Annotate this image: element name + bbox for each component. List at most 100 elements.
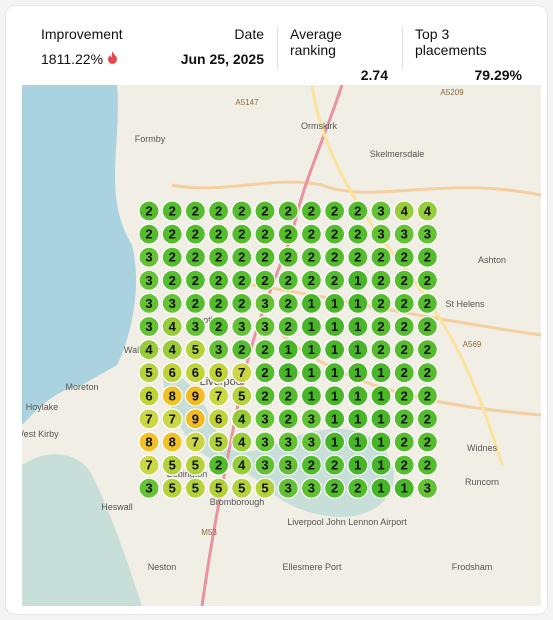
rank-pin [161, 246, 183, 268]
rank-value: 2 [331, 227, 338, 242]
place-label: West Kirby [22, 429, 59, 439]
stat-value: 79.29% [474, 67, 522, 83]
rank-value: 3 [308, 481, 315, 496]
rank-value: 2 [215, 204, 222, 219]
rank-value: 7 [145, 411, 152, 426]
rank-pin [277, 477, 299, 499]
rank-value: 4 [145, 342, 153, 357]
rank-pin [370, 362, 392, 384]
divider [277, 26, 278, 70]
rank-value: 2 [401, 365, 408, 380]
stat-label: Top 3 placements [415, 26, 487, 58]
rank-value: 2 [377, 319, 384, 334]
rank-pin [277, 200, 299, 222]
rank-value: 8 [169, 435, 176, 450]
place-label: Widnes [467, 443, 498, 453]
rank-value: 1 [354, 296, 361, 311]
place-label: Bebington [167, 469, 208, 479]
rank-value: 6 [169, 365, 176, 380]
rank-value: 2 [401, 458, 408, 473]
rank-value: 2 [377, 342, 384, 357]
rank-value: 4 [169, 319, 177, 334]
rank-pin [184, 408, 206, 430]
rank-value: 2 [308, 227, 315, 242]
rank-value: 2 [424, 458, 431, 473]
rank-pin [208, 454, 230, 476]
stat: Top 3 placements 79.29% [415, 26, 522, 83]
rank-pin [300, 385, 322, 407]
rank-value: 1 [308, 342, 315, 357]
rank-pin [370, 454, 392, 476]
rank-pin [300, 477, 322, 499]
rank-value: 2 [261, 273, 268, 288]
rank-value: 3 [308, 411, 315, 426]
rank-pin [161, 269, 183, 291]
rank-pin [277, 431, 299, 453]
rank-pin [184, 385, 206, 407]
rank-value: 2 [401, 411, 408, 426]
rank-value: 5 [261, 481, 268, 496]
rank-value: 2 [331, 250, 338, 265]
rank-pin [184, 223, 206, 245]
rank-value: 2 [401, 319, 408, 334]
rank-value: 1 [377, 435, 384, 450]
rank-pin [231, 431, 253, 453]
rank-pin [393, 246, 415, 268]
fire-icon [107, 51, 117, 64]
rank-value: 3 [285, 481, 292, 496]
rank-value: 4 [401, 204, 409, 219]
rank-pin [416, 477, 438, 499]
rank-value: 1 [354, 388, 361, 403]
rank-pin [300, 362, 322, 384]
rank-value: 2 [192, 204, 199, 219]
rank-pin [324, 339, 346, 361]
rank-pin [231, 477, 253, 499]
rank-value: 4 [238, 458, 246, 473]
rank-pin [393, 431, 415, 453]
stat-value-text: 1811.22% [41, 51, 104, 67]
rank-pin [161, 362, 183, 384]
rank-value: 1 [377, 411, 384, 426]
rank-value: 2 [192, 227, 199, 242]
rank-pin [393, 269, 415, 291]
rank-pin [370, 200, 392, 222]
rank-pin [254, 315, 276, 338]
rank-value: 3 [424, 481, 431, 496]
rank-value: 5 [192, 342, 199, 357]
rank-pin [347, 200, 369, 222]
rank-value: 1 [354, 319, 361, 334]
rank-pin [231, 292, 253, 314]
rank-pin [184, 269, 206, 291]
rank-value: 3 [192, 319, 199, 334]
rank-value: 2 [215, 296, 222, 311]
rank-value: 2 [401, 388, 408, 403]
rank-value: 2 [192, 273, 199, 288]
rank-pin [138, 339, 160, 361]
rank-value: 1 [285, 342, 292, 357]
rank-pin [277, 292, 299, 314]
rank-pin [300, 315, 322, 338]
rank-value: 3 [377, 204, 384, 219]
rank-value: 5 [238, 388, 245, 403]
rank-pin [161, 339, 183, 361]
rank-value: 2 [401, 342, 408, 357]
rank-pin [324, 315, 346, 338]
rank-pin [277, 339, 299, 361]
rank-value: 6 [192, 365, 199, 380]
rank-value: 1 [331, 411, 338, 426]
place-label: Liverpool John Lennon Airport [287, 517, 407, 527]
rank-pin [138, 223, 160, 245]
rank-value: 1 [331, 388, 338, 403]
rank-value: 3 [145, 250, 152, 265]
rank-pin [254, 385, 276, 407]
rank-value: 3 [261, 296, 268, 311]
rank-value: 2 [377, 273, 384, 288]
rank-pin [370, 339, 392, 361]
rank-value: 2 [377, 250, 384, 265]
rank-pin [208, 477, 230, 499]
rank-pin [324, 362, 346, 384]
rank-pin [277, 246, 299, 268]
rank-pin [208, 223, 230, 245]
rank-value: 1 [354, 458, 361, 473]
rank-value: 2 [424, 273, 431, 288]
